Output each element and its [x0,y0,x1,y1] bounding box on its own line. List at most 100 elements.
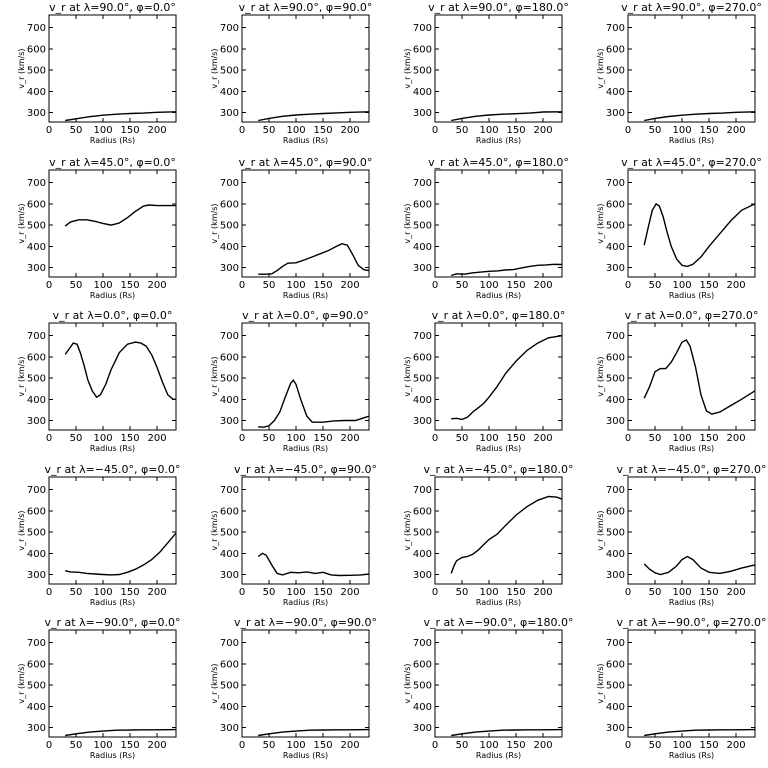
x-axis-label: Radius (Rs) [669,291,714,300]
x-tick-label: 150 [314,740,333,751]
x-tick-label: 200 [341,433,360,444]
plot-frame [241,169,370,278]
y-tick-label: 300 [220,570,239,581]
y-tick-label: 500 [606,66,625,77]
x-tick-label: 200 [341,280,360,291]
y-tick-label: 300 [220,263,239,274]
plot-frame [48,14,177,123]
y-tick-label: 300 [27,570,46,581]
y-tick-label: 400 [606,242,625,253]
y-axis-label: v_r (km/s) [403,510,412,550]
x-tick-label: 0 [432,740,438,751]
y-tick-label: 300 [27,416,46,427]
chart-title: v_r at λ=0.0°, φ=90.0° [242,309,369,322]
y-tick-label: 400 [606,549,625,560]
y-tick-label: 700 [27,23,46,34]
x-tick-label: 50 [263,740,276,751]
x-tick-label: 100 [286,433,305,444]
y-tick-label: 700 [606,331,625,342]
y-tick-label: 400 [413,549,432,560]
x-tick-label: 200 [534,587,553,598]
x-tick-label: 150 [507,587,526,598]
y-tick-label: 700 [27,178,46,189]
x-tick-label: 200 [341,125,360,136]
series-line [64,341,176,400]
plot-frame [627,629,756,738]
x-tick-label: 150 [700,433,719,444]
y-tick-label: 600 [220,199,239,210]
chart-title: v_r at λ=−90.0°, φ=90.0° [234,616,377,629]
plot-frame [434,629,563,738]
x-tick-label: 0 [46,740,52,751]
x-tick-label: 50 [456,740,469,751]
x-axis-label: Radius (Rs) [90,136,135,145]
x-tick-label: 200 [534,125,553,136]
x-tick-label: 200 [727,740,746,751]
series-line [644,728,756,737]
x-tick-label: 200 [534,433,553,444]
x-tick-label: 50 [649,125,662,136]
y-tick-label: 500 [220,66,239,77]
plot-frame [627,322,756,431]
x-tick-label: 0 [46,125,52,136]
y-tick-label: 400 [220,395,239,406]
y-tick-label: 400 [413,395,432,406]
y-axis-label: v_r (km/s) [596,48,605,88]
series-line [451,728,563,737]
y-axis-label: v_r (km/s) [17,48,26,88]
x-tick-label: 0 [432,433,438,444]
y-tick-label: 400 [220,702,239,713]
y-axis-label: v_r (km/s) [596,510,605,550]
y-tick-label: 400 [220,549,239,560]
x-axis-label: Radius (Rs) [669,136,714,145]
chart-panel: v_r at λ=0.0°, φ=90.0° 0 50 100 150 200 300 400… [210,309,370,453]
y-tick-label: 300 [413,108,432,119]
chart-title: v_r at λ=−45.0°, φ=90.0° [234,463,377,476]
x-tick-label: 200 [148,740,167,751]
y-tick-label: 600 [27,352,46,363]
y-tick-label: 400 [413,702,432,713]
x-tick-label: 200 [148,125,167,136]
series-line [644,111,756,122]
chart-panel: v_r at λ=90.0°, φ=270.0° 0 50 100 150 200 300 4… [596,1,762,145]
y-tick-label: 700 [413,178,432,189]
x-tick-label: 150 [507,125,526,136]
y-tick-label: 300 [606,263,625,274]
x-axis-label: Radius (Rs) [669,444,714,453]
x-tick-label: 200 [148,280,167,291]
x-tick-label: 100 [93,587,112,598]
chart-panel: v_r at λ=45.0°, φ=90.0° 0 50 100 150 200 300 40… [210,156,372,300]
y-tick-label: 400 [413,87,432,98]
chart-title: v_r at λ=0.0°, φ=0.0° [53,309,173,322]
x-tick-label: 0 [46,587,52,598]
y-tick-label: 600 [413,659,432,670]
y-axis-label: v_r (km/s) [17,203,26,243]
chart-title: v_r at λ=45.0°, φ=270.0° [621,156,762,169]
y-tick-label: 700 [220,331,239,342]
chart-title: v_r at λ=90.0°, φ=270.0° [621,1,762,14]
y-tick-label: 500 [220,221,239,232]
x-tick-label: 200 [727,587,746,598]
x-tick-label: 50 [649,587,662,598]
plot-frame [434,14,563,123]
y-tick-label: 300 [413,570,432,581]
x-tick-label: 100 [479,280,498,291]
y-tick-label: 500 [413,681,432,692]
x-tick-label: 50 [456,280,469,291]
y-tick-label: 400 [606,395,625,406]
y-tick-label: 300 [220,723,239,734]
y-tick-label: 600 [27,44,46,55]
y-axis-label: v_r (km/s) [210,203,219,243]
chart-title: v_r at λ=0.0°, φ=270.0° [625,309,759,322]
series-line [64,204,176,227]
chart-title: v_r at λ=0.0°, φ=180.0° [432,309,566,322]
plot-frame [241,322,370,431]
x-tick-label: 150 [314,125,333,136]
y-tick-label: 600 [606,352,625,363]
x-tick-label: 150 [121,125,140,136]
y-tick-label: 700 [606,23,625,34]
series-line [258,111,370,122]
y-tick-label: 600 [27,659,46,670]
plot-frame [48,322,177,431]
chart-title: v_r at λ=45.0°, φ=0.0° [49,156,176,169]
